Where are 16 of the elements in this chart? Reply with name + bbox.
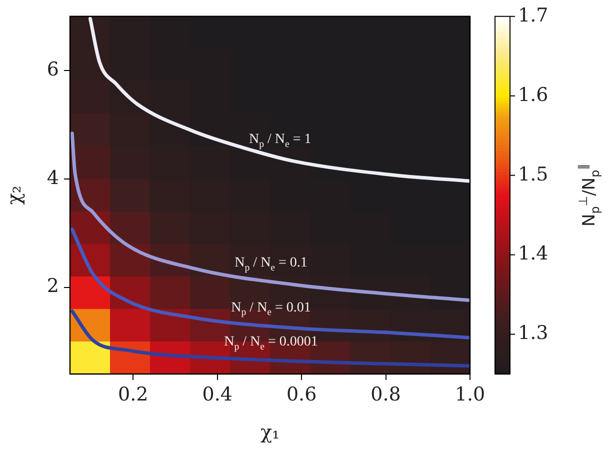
y-axis-title: χ₂ bbox=[3, 186, 26, 205]
x-axis-title: χ₁ bbox=[260, 422, 280, 444]
color-bar-label: 1.7 bbox=[518, 4, 548, 26]
x-tick-label: 1.0 bbox=[454, 383, 486, 406]
x-tick-label: 0.6 bbox=[286, 383, 317, 406]
y-tick-label: 6 bbox=[46, 58, 59, 81]
x-tick-label: 0.4 bbox=[202, 383, 232, 406]
color-bar-label: 1.5 bbox=[518, 163, 548, 186]
y-tick-label: 4 bbox=[46, 166, 59, 189]
color-bar-title: Np⊥/Np∥ bbox=[576, 164, 602, 226]
color-bar-label: 1.6 bbox=[518, 84, 548, 106]
x-tick-label: 0.2 bbox=[118, 383, 148, 406]
color-bar-label: 1.4 bbox=[518, 242, 548, 265]
color-bar-label: 1.3 bbox=[518, 322, 548, 344]
x-tick-label: 0.8 bbox=[370, 383, 401, 406]
y-tick-label: 2 bbox=[46, 275, 59, 298]
